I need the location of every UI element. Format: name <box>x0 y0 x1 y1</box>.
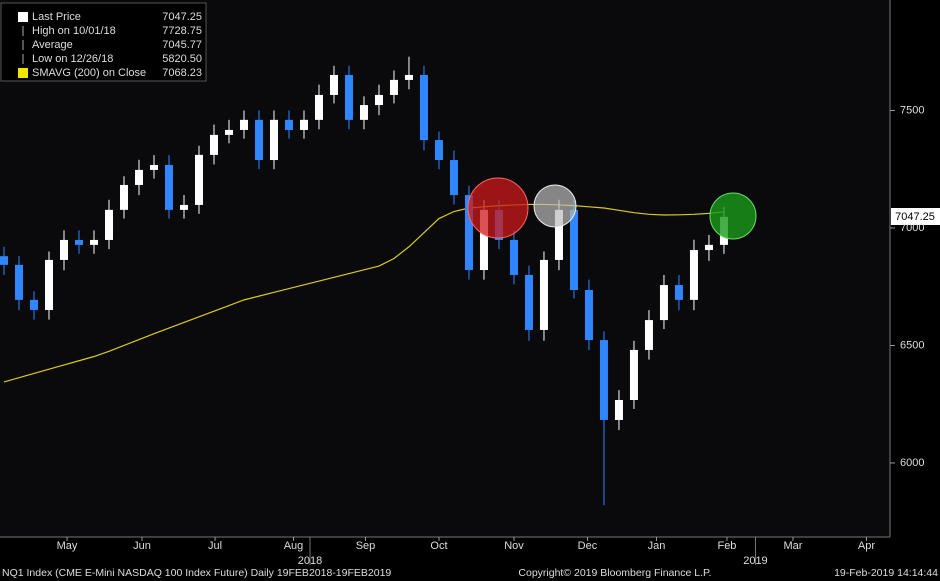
x-tick-label: Apr <box>858 540 875 552</box>
candle-body <box>359 105 368 120</box>
legend-label: Last Price <box>32 11 81 23</box>
candle-body <box>104 209 113 240</box>
candle-body <box>269 119 278 161</box>
candle-body <box>419 74 428 141</box>
candle-body <box>584 290 593 341</box>
y-tick-label: 7000 <box>900 222 924 234</box>
highlight-circle <box>709 192 757 240</box>
candle-body <box>539 259 548 330</box>
candle-body <box>179 204 188 210</box>
candle-body <box>314 94 323 120</box>
x-tick-label: Sep <box>356 540 376 552</box>
candle-body <box>134 169 143 185</box>
x-tick-label: Jan <box>648 540 666 552</box>
highlight-circle <box>533 184 577 228</box>
y-tick-label: 6500 <box>900 339 924 351</box>
candle-body <box>75 239 84 245</box>
x-tick-label: Dec <box>578 540 598 552</box>
candle-body <box>524 274 533 330</box>
candle-body <box>644 320 653 350</box>
legend-label: Low on 12/26/18 <box>32 53 113 65</box>
candle-body <box>554 209 563 260</box>
candle-body <box>284 119 293 130</box>
legend-label: Average <box>32 39 73 51</box>
x-tick-label: Aug <box>284 540 304 552</box>
candle-body <box>299 119 308 130</box>
candle-body <box>614 399 623 420</box>
candle-body <box>209 134 218 155</box>
legend-value: 7728.75 <box>162 25 202 37</box>
y-tick-label: 6000 <box>900 457 924 469</box>
candle-body <box>374 94 383 106</box>
candle-body <box>15 264 24 300</box>
last-price-label: 7047.25 <box>895 211 935 223</box>
legend-label: High on 10/01/18 <box>32 25 116 37</box>
x-tick-label: Jun <box>133 540 151 552</box>
legend-swatch <box>18 68 28 78</box>
x-tick-label: Oct <box>430 540 447 552</box>
candle-body <box>629 349 638 400</box>
year-label: 2018 <box>298 555 322 567</box>
candle-body <box>509 239 518 275</box>
candle-body <box>0 256 9 265</box>
sma-line <box>3 203 725 383</box>
legend-swatch <box>18 12 28 22</box>
legend-value: 7045.77 <box>162 39 202 51</box>
legend-value: 5820.50 <box>162 53 202 65</box>
candle-body <box>404 74 413 80</box>
legend-box <box>0 2 207 82</box>
x-tick-label: May <box>57 540 78 552</box>
candle-body <box>254 119 263 161</box>
candle-body <box>434 140 443 161</box>
candle-body <box>599 340 608 420</box>
candle-body <box>464 195 473 271</box>
candle-body <box>30 299 39 310</box>
candle-body <box>164 164 173 210</box>
candle-body <box>45 259 54 310</box>
candle-body <box>704 244 713 251</box>
candle-body <box>60 239 69 260</box>
candle-body <box>344 74 353 120</box>
candle-body <box>674 285 683 300</box>
candle-body <box>149 164 158 170</box>
x-tick-label: Jul <box>208 540 222 552</box>
x-tick-label: Nov <box>504 540 524 552</box>
candle-body <box>89 239 98 245</box>
candle-body <box>239 119 248 130</box>
plot-area <box>0 0 890 537</box>
footer-right: 19-Feb-2019 14:14:44 <box>834 567 938 579</box>
candle-body <box>569 209 578 291</box>
legend-value: 7047.25 <box>162 11 202 23</box>
candle-body <box>449 160 458 196</box>
legend-label: SMAVG (200) on Close <box>32 67 146 79</box>
marks <box>0 56 728 506</box>
candle-body <box>194 154 203 205</box>
footer-left: NQ1 Index (CME E-Mini NASDAQ 100 Index F… <box>2 567 391 579</box>
y-tick-label: 7500 <box>900 104 924 116</box>
candle-body <box>329 74 338 95</box>
last-price-tag <box>891 208 940 225</box>
footer-center: Copyright© 2019 Bloomberg Finance L.P. <box>518 567 711 579</box>
candle-body <box>689 250 698 300</box>
x-tick-label: Feb <box>717 540 736 552</box>
candle-body <box>389 79 398 95</box>
candle-body <box>479 209 488 271</box>
candle-body <box>119 184 128 210</box>
year-label: 2019 <box>743 555 767 567</box>
highlight-circle <box>467 177 529 239</box>
x-tick-label: Mar <box>783 540 802 552</box>
candle-body <box>224 129 233 135</box>
legend-value: 7068.23 <box>162 67 202 79</box>
candle-body <box>659 285 668 321</box>
